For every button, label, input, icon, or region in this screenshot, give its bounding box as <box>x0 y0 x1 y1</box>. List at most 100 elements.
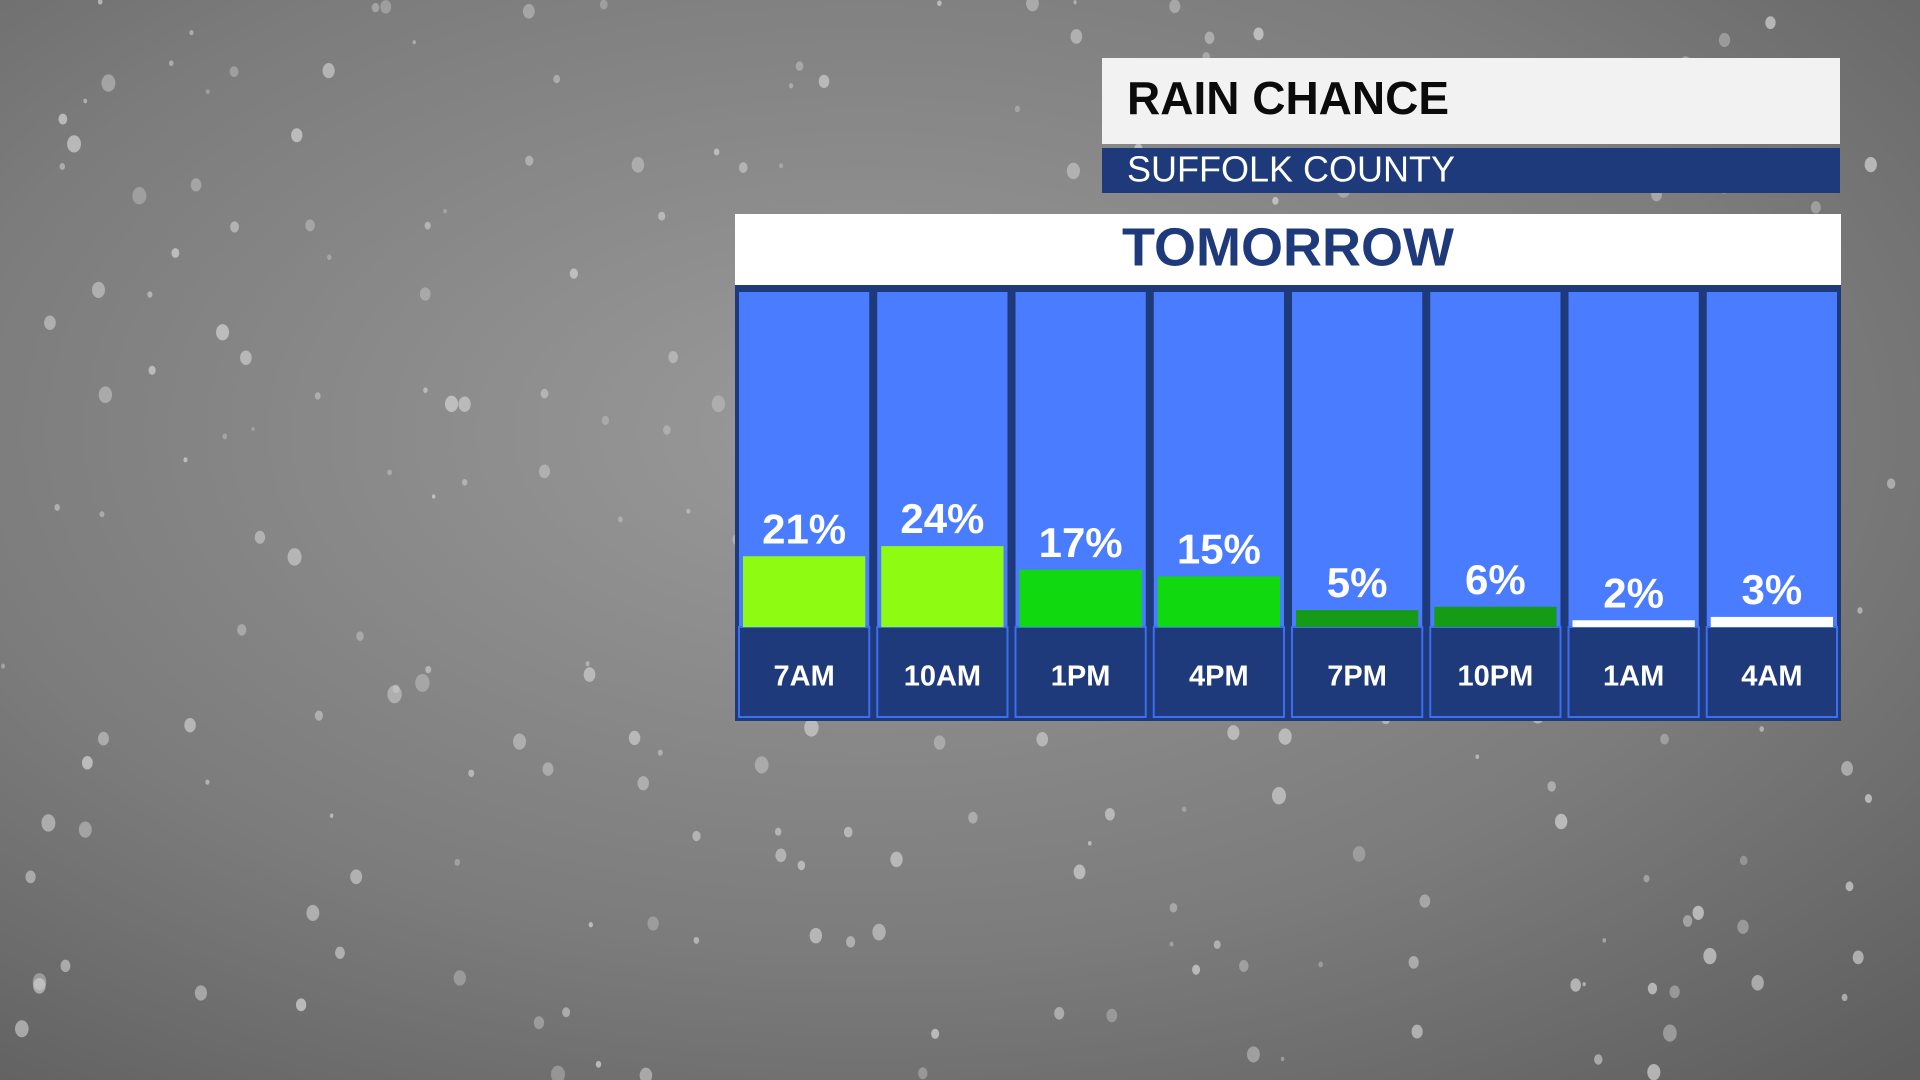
column-footer <box>1291 626 1424 718</box>
rain-drop <box>305 219 315 232</box>
rain-drop <box>542 762 554 776</box>
rain-drop <box>711 395 726 413</box>
x-tick-label: 4AM <box>1741 661 1802 693</box>
bar <box>1572 620 1695 627</box>
rain-drop <box>147 291 153 298</box>
rain-drop <box>306 904 320 922</box>
rain-drop <box>1737 919 1749 934</box>
rain-drop <box>795 61 804 71</box>
rain-drop <box>1073 0 1077 5</box>
rain-drop <box>419 287 431 301</box>
rain-drop <box>194 985 208 1001</box>
rain-drop <box>1841 993 1848 1002</box>
rain-drop <box>1181 806 1187 813</box>
rain-drop <box>32 973 47 991</box>
rain-drop <box>918 1067 928 1080</box>
rain-drop <box>1759 726 1765 732</box>
rain-drop <box>44 315 56 330</box>
value-label: 3% <box>1742 566 1803 613</box>
rain-drop <box>1204 31 1215 44</box>
rain-drop <box>637 776 649 791</box>
rain-drop <box>1280 1056 1285 1062</box>
rain-drop <box>254 530 266 544</box>
rain-drop <box>91 281 106 298</box>
columns: 7AM 21% 10AM 24% 1PM 17% 4PM 15% 7PM 5% 10PM 6% 1AM 2… <box>735 290 1841 721</box>
rain-drop <box>713 148 720 156</box>
rain-drop <box>1852 950 1864 965</box>
rain-drop <box>843 826 853 838</box>
rain-drop <box>657 749 663 756</box>
rain-drop <box>132 187 147 205</box>
rain-drop <box>538 464 551 479</box>
rain-drop <box>67 135 81 153</box>
rain-drop <box>818 74 830 88</box>
rain-drop <box>628 730 641 746</box>
rain-drop <box>797 860 806 871</box>
rain-drop <box>533 1016 545 1030</box>
title-box <box>1102 58 1840 144</box>
rain-drop <box>599 0 608 10</box>
rain-drop <box>443 208 447 214</box>
rain-drop <box>1475 754 1480 760</box>
rain-drop <box>1087 840 1092 846</box>
rain-drop <box>585 661 590 667</box>
subtitle-box <box>1102 148 1840 193</box>
rain-drop <box>431 494 436 499</box>
rain-drop <box>1073 864 1086 880</box>
rain-drop <box>412 40 416 45</box>
rain-drop <box>692 830 701 842</box>
rain-drop <box>1104 808 1115 821</box>
column-bg <box>1706 292 1837 627</box>
rain-drop <box>647 916 659 931</box>
bar <box>1296 610 1419 627</box>
rain-drop <box>168 60 174 67</box>
rain-drop <box>190 178 202 192</box>
rain-drop <box>58 113 68 125</box>
rain-drop <box>738 162 748 173</box>
rain-drop <box>78 821 92 838</box>
rain-drop <box>601 415 610 425</box>
rain-drop <box>1602 938 1607 943</box>
rain-drop <box>183 457 188 463</box>
rain-drop <box>287 548 302 566</box>
rain-drop <box>356 631 364 641</box>
rain-drop <box>81 755 93 770</box>
x-tick-label: 4PM <box>1189 661 1249 693</box>
rain-drop <box>335 946 345 959</box>
rain-drop <box>423 387 428 394</box>
rain-drop <box>933 735 946 750</box>
rain-drop <box>387 469 392 476</box>
column-bg <box>1292 292 1423 627</box>
rain-drop <box>1318 961 1324 968</box>
rain-drop <box>1857 607 1863 614</box>
rain-drop <box>1169 941 1174 947</box>
bar <box>1157 576 1280 627</box>
rain-drop <box>1864 156 1877 173</box>
rain-drop <box>371 2 380 13</box>
rain-drop <box>668 350 679 364</box>
rain-drop <box>1026 0 1039 12</box>
x-tick-label: 10AM <box>904 661 981 693</box>
value-label: 6% <box>1465 556 1526 603</box>
rain-drop <box>1036 731 1049 747</box>
value-label: 24% <box>900 495 984 542</box>
rain-drop <box>1352 846 1366 862</box>
rain-drop <box>890 851 903 868</box>
rain-drop <box>444 395 459 413</box>
rain-drop <box>583 667 596 682</box>
rain-drop <box>329 813 334 818</box>
rain-drop <box>205 779 210 785</box>
rain-drop <box>314 710 324 721</box>
rain-drop <box>205 89 210 95</box>
rain-drop <box>1239 960 1249 972</box>
column-footer <box>1705 626 1838 718</box>
rain-drop <box>1582 982 1586 987</box>
column-bg <box>1568 292 1699 627</box>
column-footer <box>738 626 871 718</box>
rain-drop <box>41 814 56 832</box>
rain-drop <box>148 365 156 375</box>
rain-drop <box>453 970 466 986</box>
rain-drop <box>99 511 105 518</box>
rain-drop <box>686 508 691 514</box>
